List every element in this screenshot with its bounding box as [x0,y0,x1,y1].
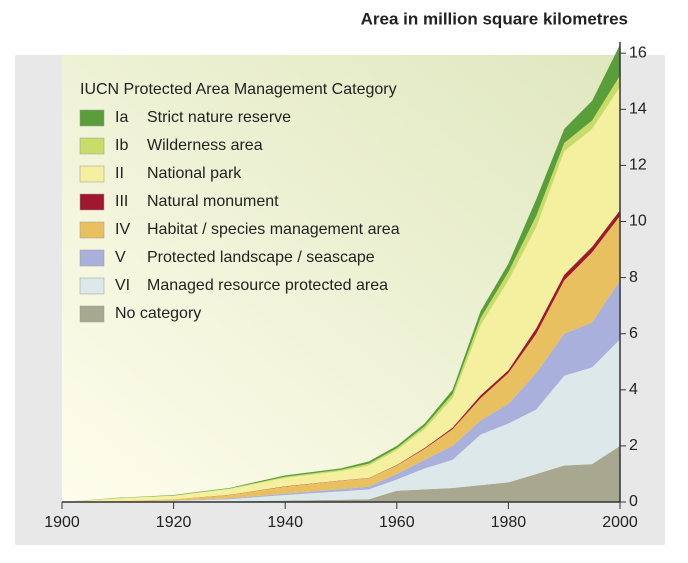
y-tick-label: 8 [629,269,638,286]
area [62,445,620,502]
chart-title: Area in million square kilometres [361,9,628,28]
legend-label: National park [147,165,242,182]
legend-swatch [79,137,105,155]
legend-code: Ia [115,109,128,126]
x-tick-label: 2000 [602,514,638,531]
area [62,86,620,502]
legend-label: No category [115,305,201,322]
legend-code: II [115,165,124,182]
legend-label: Strict nature reserve [147,109,291,126]
legend-swatch [79,193,105,211]
legend-code: III [115,193,128,210]
legend-code: Ib [115,137,128,154]
area [62,339,620,502]
y-tick-label: 6 [629,325,638,342]
legend-label: Habitat / species management area [147,221,400,238]
legend-label: Wilderness area [147,137,263,154]
legend-swatch [79,109,105,127]
y-tick-label: 14 [629,101,647,118]
legend-code: V [115,249,126,266]
y-tick-label: 10 [629,213,647,230]
legend-title: IUCN Protected Area Management Category [80,81,397,98]
legend-swatch [79,249,105,267]
legend-label: Natural monument [147,193,279,210]
x-tick-label: 1920 [156,514,192,531]
x-tick-label: 1960 [379,514,415,531]
legend-label: Managed resource protected area [147,277,388,294]
legend-swatch [79,305,105,323]
x-tick-label: 1980 [491,514,527,531]
legend-code: IV [115,221,130,238]
y-tick-label: 0 [629,493,638,510]
legend-label: Protected landscape / seascape [147,249,375,266]
legend-swatch [79,277,105,295]
y-tick-label: 2 [629,437,638,454]
legend-swatch [79,165,105,183]
x-tick-label: 1940 [267,514,303,531]
x-tick-label: 1900 [44,514,80,531]
y-tick-label: 12 [629,157,647,174]
y-tick-label: 16 [629,44,647,61]
legend-code: VI [115,277,130,294]
legend-swatch [79,221,105,239]
y-tick-label: 4 [629,381,638,398]
